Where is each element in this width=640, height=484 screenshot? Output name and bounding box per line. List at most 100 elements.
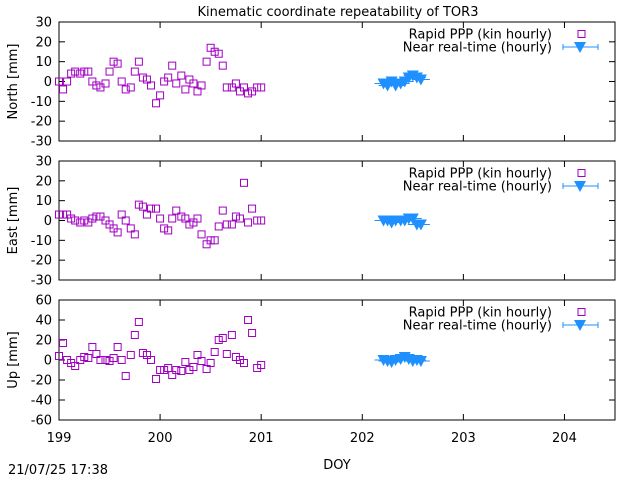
y-tick-label: -10 bbox=[31, 234, 52, 249]
rapid-ppp-point bbox=[146, 81, 155, 90]
rapid-ppp-point bbox=[126, 224, 135, 233]
rapid-ppp-point bbox=[239, 359, 248, 367]
rapid-ppp-point bbox=[227, 220, 236, 229]
rapid-ppp-point bbox=[59, 339, 68, 347]
rapid-ppp-point bbox=[177, 71, 186, 80]
rapid-ppp-point bbox=[152, 204, 161, 213]
rapid-ppp-point bbox=[101, 356, 110, 364]
rapid-ppp-point bbox=[248, 204, 257, 213]
rapid-ppp-point bbox=[113, 59, 122, 68]
rapid-ppp-point bbox=[121, 372, 130, 380]
y-tick-label: 30 bbox=[35, 155, 52, 170]
rapid-ppp-point bbox=[239, 83, 248, 92]
x-tick-label: 201 bbox=[249, 431, 274, 446]
legend-rapid-label: Rapid PPP (kin hourly) bbox=[409, 28, 552, 43]
rapid-ppp-point bbox=[253, 83, 262, 92]
y-axis-label: Up [mm] bbox=[6, 331, 21, 388]
rapid-ppp-point bbox=[146, 204, 155, 213]
legend-nrt-label: Near real-time (hourly) bbox=[403, 41, 552, 56]
rapid-ppp-point bbox=[138, 349, 147, 357]
rapid-ppp-point bbox=[117, 77, 126, 86]
rapid-ppp-point bbox=[160, 366, 169, 374]
legend-rapid-marker bbox=[577, 169, 586, 177]
rapid-ppp-point bbox=[130, 67, 139, 76]
y-tick-label: 60 bbox=[35, 294, 52, 309]
y-tick-label: 30 bbox=[35, 16, 52, 31]
y-tick-label: -60 bbox=[31, 414, 52, 429]
rapid-ppp-point bbox=[197, 357, 206, 365]
nrt-point bbox=[406, 213, 419, 225]
rapid-ppp-point bbox=[172, 366, 181, 374]
rapid-ppp-point bbox=[168, 61, 177, 70]
rapid-ppp-point bbox=[92, 350, 101, 358]
legend-rapid-label: Rapid PPP (kin hourly) bbox=[409, 167, 552, 182]
rapid-ppp-point bbox=[197, 230, 206, 239]
rapid-ppp-point bbox=[121, 85, 130, 94]
rapid-ppp-point bbox=[156, 366, 165, 374]
rapid-ppp-point bbox=[222, 350, 231, 358]
y-axis-label: North [mm] bbox=[6, 44, 21, 120]
rapid-ppp-point bbox=[105, 67, 114, 76]
legend-nrt-marker bbox=[574, 181, 586, 192]
rapid-ppp-point bbox=[202, 365, 211, 373]
rapid-ppp-point bbox=[156, 91, 165, 100]
rapid-ppp-point bbox=[202, 57, 211, 66]
figure-title: Kinematic coordinate repeatability of TO… bbox=[198, 5, 479, 20]
rapid-ppp-point bbox=[88, 343, 97, 351]
rapid-ppp-point bbox=[193, 87, 202, 96]
rapid-ppp-point bbox=[189, 79, 198, 88]
rapid-ppp-point bbox=[80, 353, 89, 361]
rapid-ppp-point bbox=[210, 47, 219, 56]
rapid-ppp-point bbox=[152, 375, 161, 383]
rapid-ppp-point bbox=[126, 351, 135, 359]
x-tick-label: 204 bbox=[552, 431, 577, 446]
legend-rapid-marker bbox=[577, 308, 586, 316]
rapid-ppp-point bbox=[257, 216, 266, 225]
rapid-ppp-point bbox=[80, 67, 89, 76]
rapid-ppp-point bbox=[239, 178, 248, 187]
rapid-ppp-point bbox=[117, 356, 126, 364]
y-tick-label: -10 bbox=[31, 95, 52, 110]
rapid-ppp-point bbox=[253, 216, 262, 225]
y-tick-label: -20 bbox=[31, 254, 52, 269]
rapid-ppp-point bbox=[244, 89, 253, 98]
y-tick-label: -20 bbox=[31, 115, 52, 130]
y-tick-label: -30 bbox=[31, 135, 52, 150]
rapid-ppp-point bbox=[168, 214, 177, 223]
rapid-ppp-point bbox=[55, 352, 63, 360]
rapid-ppp-point bbox=[197, 81, 206, 90]
rapid-ppp-point bbox=[164, 73, 173, 82]
rapid-ppp-point bbox=[181, 358, 190, 366]
rapid-ppp-point bbox=[63, 77, 72, 86]
rapid-ppp-point bbox=[59, 210, 68, 219]
rapid-ppp-point bbox=[248, 329, 257, 337]
rapid-ppp-point bbox=[76, 69, 85, 78]
rapid-ppp-point bbox=[152, 99, 161, 108]
rapid-ppp-point bbox=[76, 218, 85, 227]
y-tick-label: 40 bbox=[35, 314, 52, 329]
rapid-ppp-point bbox=[172, 79, 181, 88]
panels: -30 -20 -10 0 10 20 30 North [mm] Rapid PPP (kin… bbox=[6, 16, 616, 446]
rapid-ppp-point bbox=[172, 206, 181, 215]
legend-rapid-label: Rapid PPP (kin hourly) bbox=[409, 306, 552, 321]
rapid-ppp-point bbox=[160, 224, 169, 233]
y-tick-label: 0 bbox=[44, 75, 52, 90]
rapid-ppp-point bbox=[138, 202, 147, 211]
y-tick-label: 10 bbox=[35, 55, 52, 70]
nrt-point bbox=[414, 74, 427, 86]
rapid-ppp-point bbox=[71, 216, 80, 225]
rapid-ppp-point bbox=[164, 226, 173, 235]
rapid-ppp-point bbox=[55, 210, 63, 219]
rapid-ppp-point bbox=[67, 69, 76, 78]
rapid-ppp-point bbox=[218, 206, 227, 215]
rapid-ppp-point bbox=[80, 216, 89, 225]
x-axis-label: DOY bbox=[323, 458, 351, 473]
rapid-ppp-point bbox=[222, 83, 231, 92]
rapid-ppp-point bbox=[185, 220, 194, 229]
rapid-ppp-point bbox=[142, 210, 151, 219]
rapid-ppp-point bbox=[218, 61, 227, 70]
y-tick-label: 20 bbox=[35, 174, 52, 189]
rapid-ppp-point bbox=[257, 83, 266, 92]
legend-nrt-marker bbox=[574, 42, 586, 53]
rapid-ppp-point bbox=[193, 214, 202, 223]
